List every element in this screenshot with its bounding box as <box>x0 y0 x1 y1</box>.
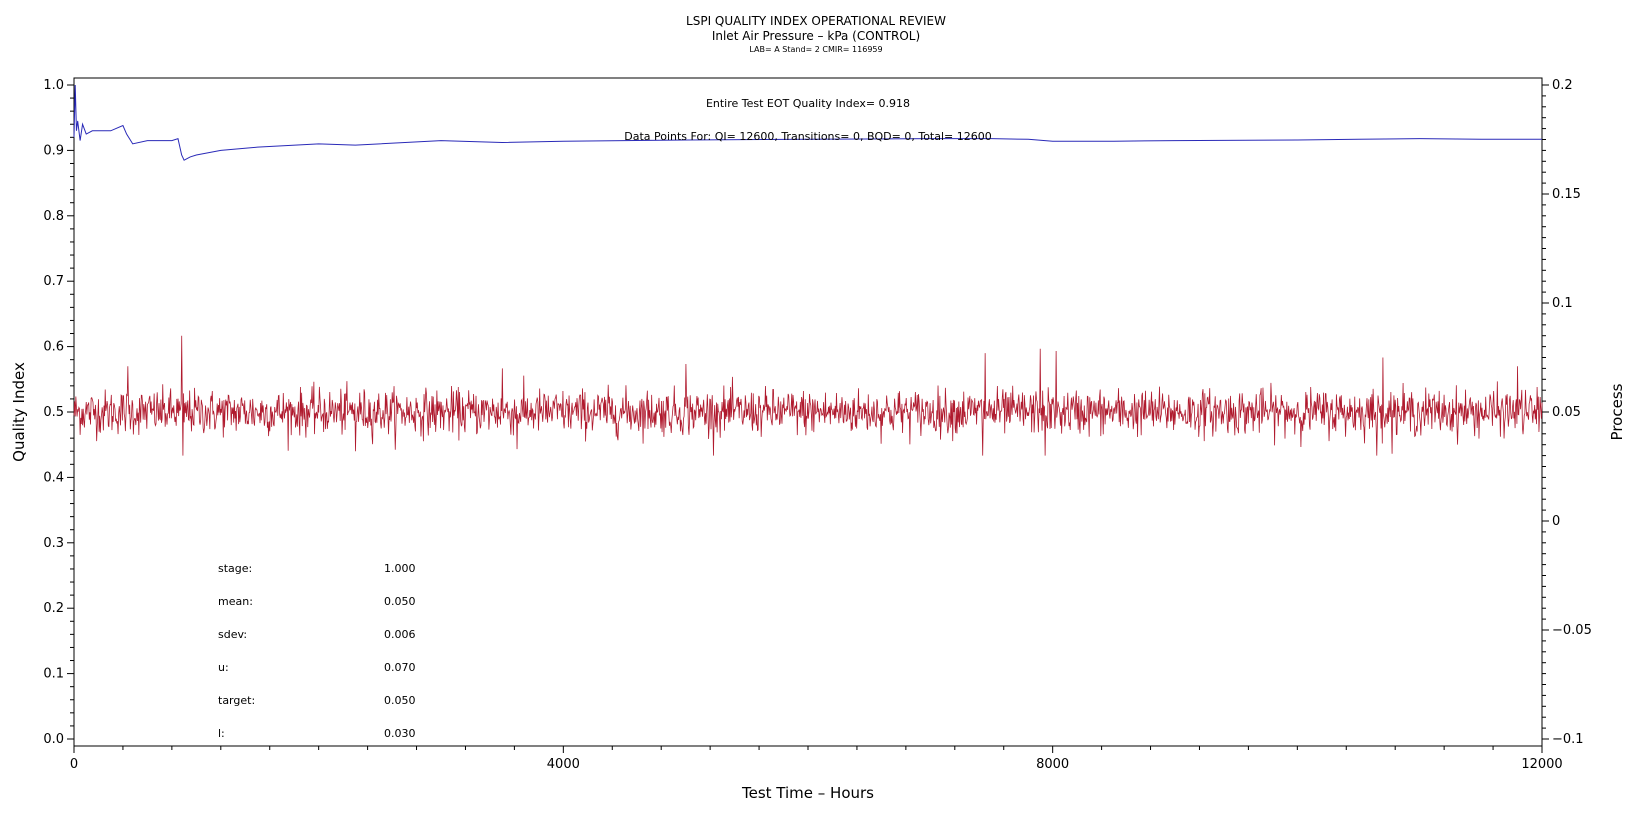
chart-subtitle-lab: LAB= A Stand= 2 CMIR= 116959 <box>749 45 882 54</box>
chart-subtitle: Inlet Air Pressure – kPa (CONTROL) <box>712 29 920 43</box>
y-tick-label: 0.6 <box>43 340 64 355</box>
stat-value: 0.070 <box>384 661 416 674</box>
chart-title: LSPI QUALITY INDEX OPERATIONAL REVIEW <box>686 14 946 28</box>
y-right-tick-label: 0.1 <box>1552 296 1573 311</box>
y-tick-label: 0.9 <box>43 143 64 158</box>
y-right-tick-label: 0.2 <box>1552 78 1573 93</box>
stat-label: mean: <box>218 595 253 608</box>
quality-index-series <box>73 84 1542 161</box>
stat-value: 0.050 <box>384 694 416 707</box>
x-tick-label: 8000 <box>1036 757 1069 772</box>
quality-index-annotation: Entire Test EOT Quality Index= 0.918 <box>706 97 910 110</box>
x-axis-ticks: 0 4000 8000 12000 <box>70 746 1563 772</box>
y-tick-label: 0.5 <box>43 405 64 420</box>
x-tick-label: 0 <box>70 757 78 772</box>
process-series <box>73 335 1543 456</box>
y-right-tick-label: 0 <box>1552 514 1560 529</box>
stat-label: u: <box>218 661 229 674</box>
stat-value: 0.006 <box>384 628 416 641</box>
y-axis-label-left: Quality Index <box>10 362 28 462</box>
stats-table: stage: 1.000 mean: 0.050 sdev: 0.006 u: 0.070 ta… <box>218 562 416 740</box>
y-tick-label: 0.4 <box>43 470 64 485</box>
y-axis-ticks-left: 0.0 0.1 0.2 0.3 0.4 0.5 0.6 0.7 0.8 0.9 1.0 <box>43 78 74 747</box>
stat-label: target: <box>218 694 255 707</box>
y-axis-label-right: Process <box>1608 383 1626 440</box>
process-line <box>73 335 1543 456</box>
y-tick-label: 0.7 <box>43 274 64 289</box>
y-right-tick-label: 0.05 <box>1552 405 1581 420</box>
y-tick-label: 0.3 <box>43 536 64 551</box>
stat-label: l: <box>218 727 225 740</box>
y-tick-label: 0.0 <box>43 732 64 747</box>
stat-value: 0.030 <box>384 727 416 740</box>
y-tick-label: 0.2 <box>43 601 64 616</box>
stat-label: stage: <box>218 562 252 575</box>
y-tick-label: 0.8 <box>43 209 64 224</box>
x-axis-label: Test Time – Hours <box>741 784 874 802</box>
y-right-tick-label: 0.15 <box>1552 187 1581 202</box>
x-tick-label: 4000 <box>547 757 580 772</box>
quality-index-line <box>73 84 1542 161</box>
stat-value: 1.000 <box>384 562 416 575</box>
y-right-tick-label: −0.05 <box>1552 623 1592 638</box>
x-tick-label: 12000 <box>1521 757 1562 772</box>
y-axis-ticks-right: −0.1 −0.05 0 0.05 0.1 0.15 0.2 <box>1542 78 1592 747</box>
stat-value: 0.050 <box>384 595 416 608</box>
data-points-annotation: Data Points For: QI= 12600, Transitions=… <box>624 130 992 143</box>
y-tick-label: 0.1 <box>43 667 64 682</box>
y-tick-label: 1.0 <box>43 78 64 93</box>
y-right-tick-label: −0.1 <box>1552 732 1584 747</box>
stat-label: sdev: <box>218 628 247 641</box>
